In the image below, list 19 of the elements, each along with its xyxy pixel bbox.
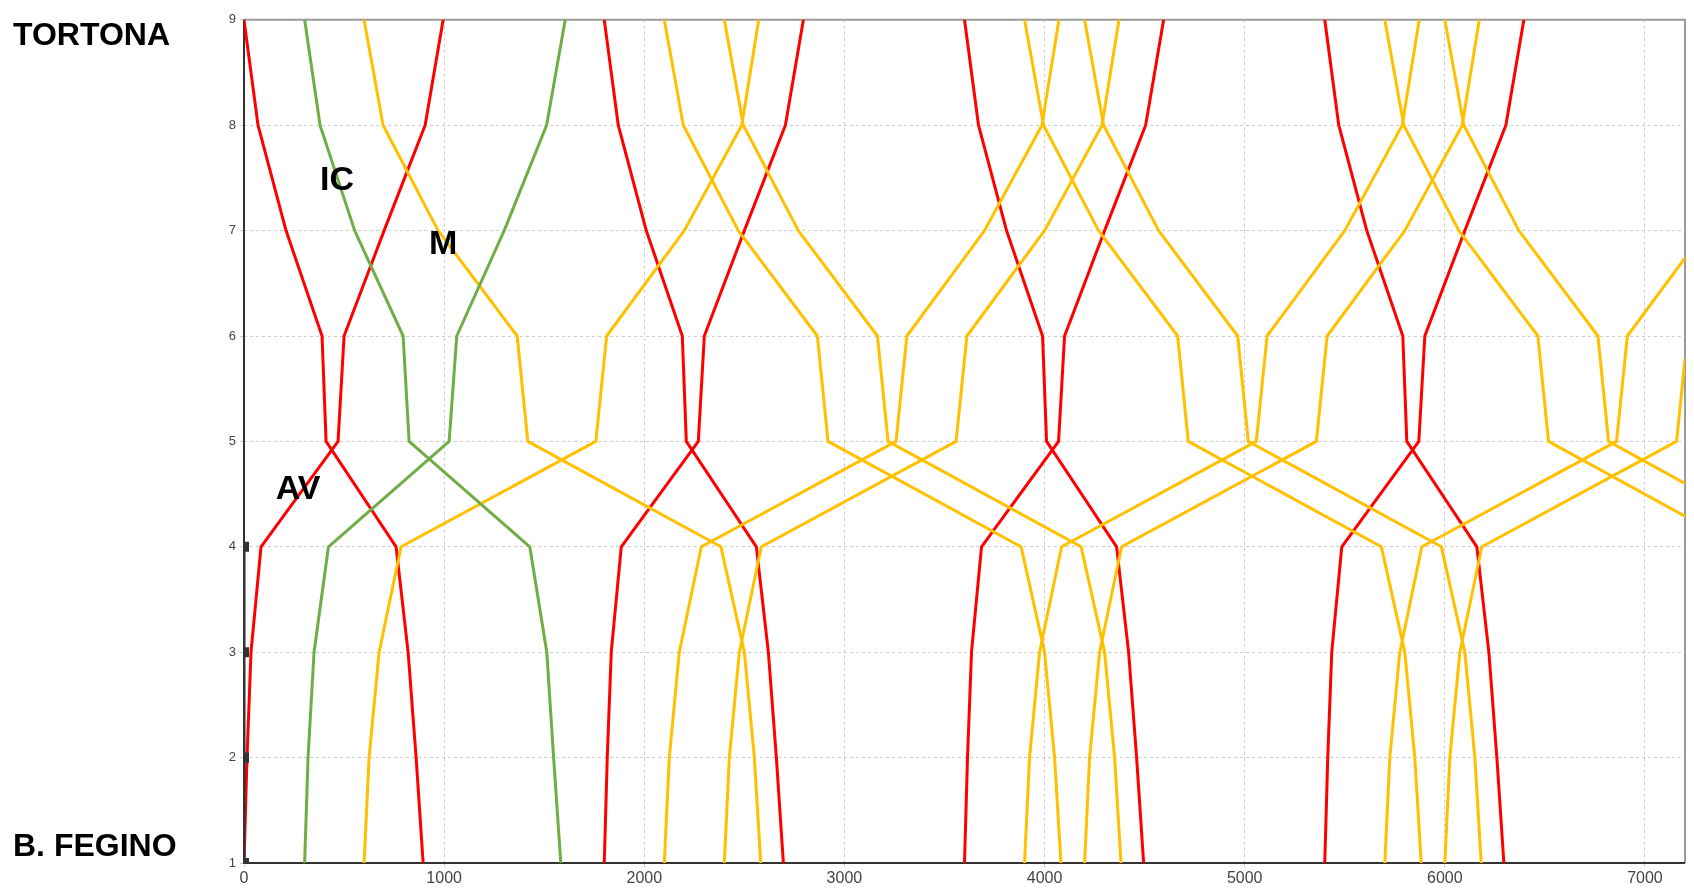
x-tick-label: 3000 <box>826 869 863 887</box>
y-tick-label: 5 <box>228 432 236 448</box>
y-tick-label: 7 <box>228 222 236 238</box>
y-tick-label: 3 <box>228 643 236 659</box>
x-tick-label: 0 <box>239 869 249 887</box>
x-tick-label: 5000 <box>1226 869 1263 887</box>
y-tick-label: 4 <box>228 538 236 554</box>
x-tick-label: 2000 <box>626 869 663 887</box>
y-tick-label: 8 <box>228 116 236 132</box>
x-tick-label: 7000 <box>1627 869 1663 887</box>
text: TORTONA <box>13 15 171 52</box>
y-tick-label: 1 <box>228 854 236 870</box>
y-tick-label: 2 <box>228 749 236 765</box>
x-tick-label: 6000 <box>1427 869 1463 887</box>
x-tick-label: 1000 <box>426 869 463 887</box>
x-tick-label: 4000 <box>1026 869 1063 887</box>
text: B. FEGINO <box>13 826 177 863</box>
y-tick-label: 9 <box>228 11 236 27</box>
y-tick-label: 6 <box>228 327 236 343</box>
